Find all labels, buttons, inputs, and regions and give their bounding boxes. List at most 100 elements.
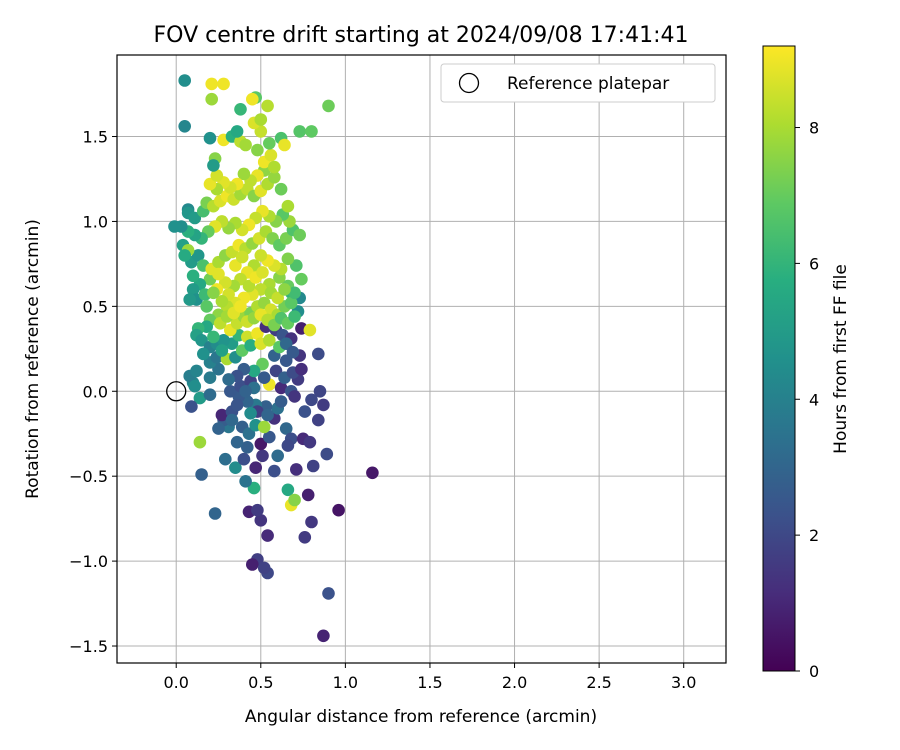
data-point: [263, 334, 276, 347]
data-point: [215, 344, 229, 357]
data-point: [254, 514, 268, 527]
data-point: [288, 286, 301, 300]
data-point: [312, 347, 325, 361]
data-point: [295, 272, 308, 286]
data-point: [207, 286, 220, 300]
data-point: [263, 137, 276, 150]
data-point: [234, 300, 247, 313]
data-point: [269, 364, 283, 378]
data-point: [286, 345, 300, 359]
data-point: [239, 475, 252, 488]
data-point: [322, 99, 335, 113]
data-point: [290, 463, 303, 476]
colorbar-label: Hours from first FF file: [831, 264, 851, 454]
data-point: [235, 250, 249, 264]
data-point: [168, 220, 181, 233]
data-point: [279, 422, 293, 435]
data-point: [274, 381, 288, 395]
data-point: [257, 561, 271, 575]
x-tick-label: 2.5: [586, 673, 611, 692]
colorbar-ticks: 0 2 4 6 8: [795, 119, 819, 681]
y-axis-ticks: −1.5 −1.0 −0.5 0.0 0.5 1.0 1.5: [69, 128, 117, 656]
data-point: [295, 362, 308, 376]
y-tick-label: −1.0: [69, 552, 108, 571]
data-point: [278, 283, 291, 296]
data-point: [261, 408, 274, 422]
data-point: [251, 503, 264, 517]
data-point: [274, 182, 288, 196]
data-point: [251, 143, 264, 157]
data-point: [246, 558, 259, 571]
y-tick-label: −1.5: [69, 637, 108, 656]
x-tick-label: 1.0: [333, 673, 358, 692]
data-point: [237, 452, 251, 466]
data-point: [264, 148, 278, 162]
x-axis-ticks: 0.0 0.5 1.0 1.5 2.0 2.5 3.0: [163, 663, 696, 692]
data-point: [239, 138, 252, 152]
y-tick-label: 1.0: [83, 212, 108, 231]
data-point: [254, 125, 268, 138]
data-point: [293, 228, 307, 242]
data-point: [256, 266, 269, 279]
data-point: [242, 279, 256, 293]
colorbar: [762, 45, 796, 672]
data-point: [313, 385, 327, 398]
data-point: [230, 398, 244, 412]
data-point: [178, 249, 191, 262]
data-point: [322, 587, 335, 600]
data-point: [224, 385, 237, 398]
data-point: [186, 269, 200, 283]
data-point: [271, 291, 285, 305]
data-point: [284, 296, 298, 310]
reference-platepar-marker: [166, 381, 187, 402]
data-point: [185, 400, 198, 413]
data-point: [230, 125, 244, 138]
data-point: [207, 159, 220, 172]
data-point: [205, 77, 218, 91]
data-point: [200, 300, 213, 313]
legend-box: [440, 63, 716, 103]
data-point: [247, 364, 261, 378]
x-tick-label: 1.5: [417, 673, 442, 692]
y-axis-label: Rotation from reference (arcmin): [23, 219, 43, 499]
data-point: [195, 334, 208, 347]
scatter-points: [168, 74, 379, 643]
legend-label: Reference platepar: [507, 74, 669, 94]
data-point: [203, 177, 217, 191]
data-point: [230, 435, 244, 449]
data-point: [208, 507, 222, 520]
data-point: [288, 310, 301, 323]
legend: Reference platepar: [440, 63, 716, 103]
data-point: [186, 283, 200, 296]
data-point: [256, 357, 269, 371]
data-point: [193, 435, 207, 449]
data-point: [217, 334, 230, 347]
data-point: [217, 77, 230, 91]
data-point: [298, 531, 312, 544]
data-point: [303, 435, 317, 449]
data-point: [212, 362, 225, 376]
data-point: [193, 391, 207, 405]
data-point: [197, 347, 210, 361]
data-point: [188, 211, 202, 225]
data-point: [203, 371, 217, 385]
legend-reference-marker: [458, 72, 480, 94]
data-point: [246, 92, 259, 106]
data-point: [317, 398, 330, 412]
data-point: [281, 483, 295, 497]
x-tick-label: 3.0: [671, 673, 696, 692]
data-point: [281, 199, 295, 213]
data-point: [290, 259, 303, 272]
data-point: [305, 125, 318, 138]
data-point: [219, 276, 232, 289]
data-point: [251, 327, 264, 340]
data-point: [288, 390, 301, 403]
data-point: [279, 232, 293, 245]
data-point: [279, 354, 293, 368]
data-point: [249, 461, 262, 475]
data-point: [203, 388, 217, 402]
data-point: [195, 468, 208, 481]
data-point: [281, 439, 295, 452]
data-point: [301, 488, 315, 502]
data-point: [274, 395, 288, 408]
